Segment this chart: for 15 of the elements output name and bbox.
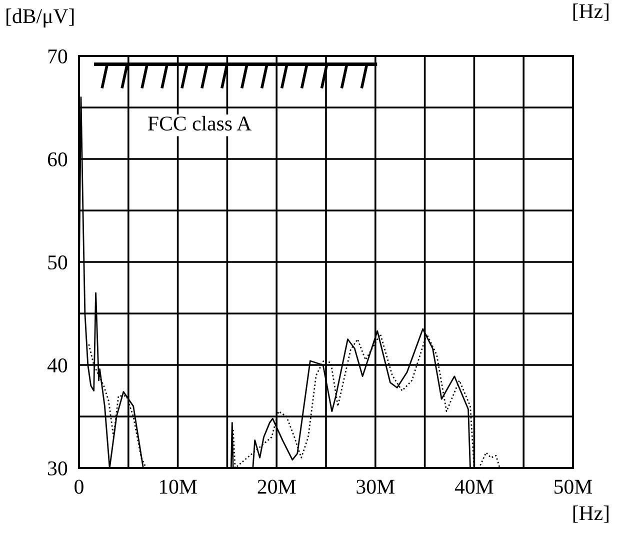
y-tick-label: 60 [48,152,68,166]
x-tick-label: 10M [160,480,197,494]
y-tick-label: 30 [48,461,68,476]
annotation: FCC class A [148,116,252,131]
x-axis-title: [Hz] [573,506,608,523]
x-tick-label: 40M [454,480,494,494]
y-tick-label: 70 [48,49,68,64]
y-tick-label: 50 [48,255,68,270]
y-tick-label: 40 [47,358,68,372]
x-tick-label: 50M [554,480,592,494]
text: [Hz] [573,4,608,21]
x-tick-label: 0 [74,480,84,494]
y-axis-title: [dB/μV] [6,8,74,28]
x-tick-label: 30M [356,480,394,494]
x-tick-label: 20M [258,480,296,494]
